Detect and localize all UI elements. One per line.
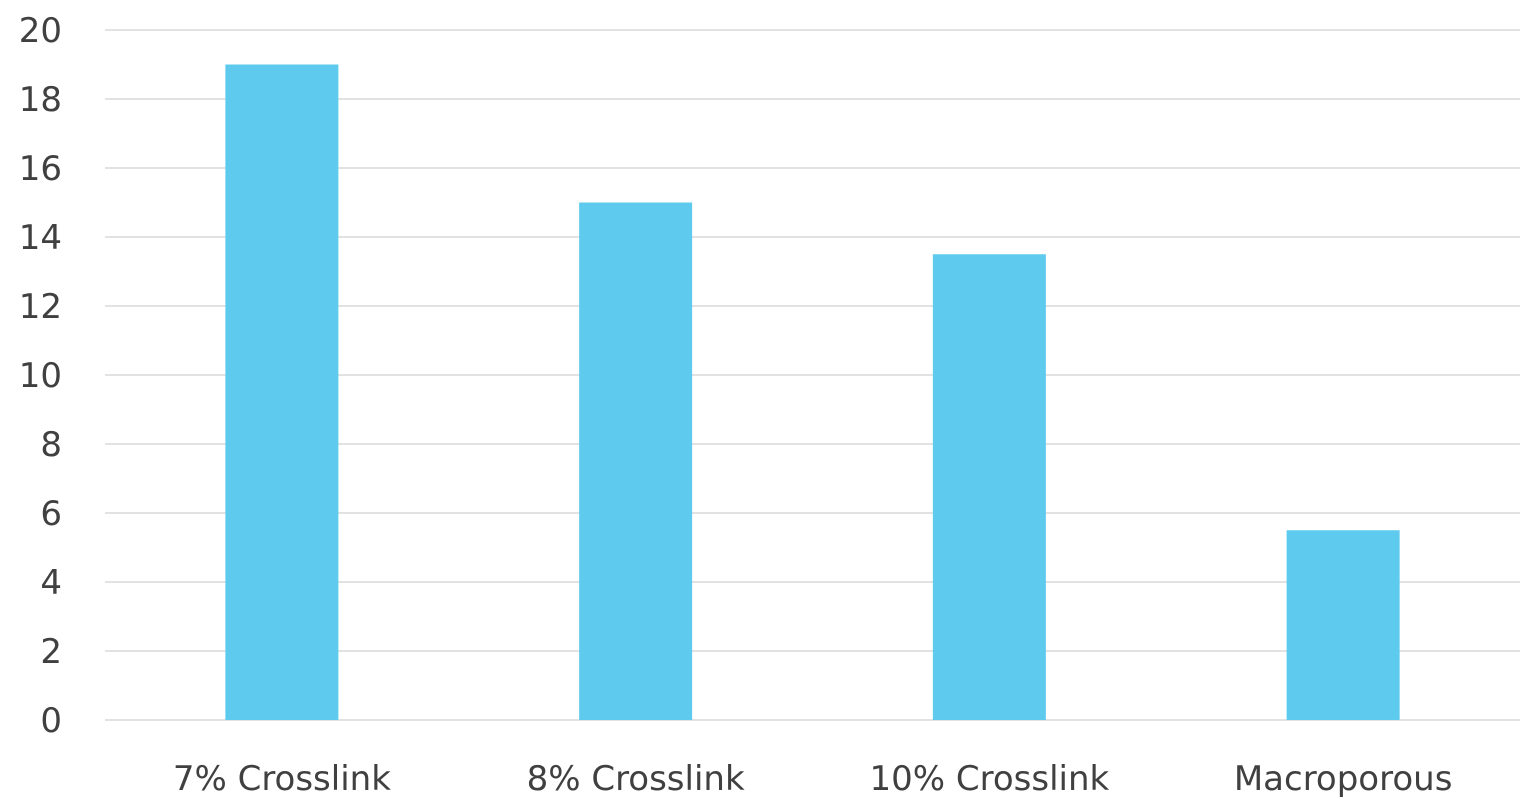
- y-axis-ticks: 0 2 4 6 8 10 12 14 16 18 20: [19, 11, 62, 741]
- x-category-label: 10% Crosslink: [870, 759, 1110, 799]
- y-tick-label: 16: [19, 149, 62, 189]
- y-tick-label: 6: [40, 494, 62, 534]
- bar: [225, 64, 339, 720]
- y-tick-label: 20: [19, 11, 62, 51]
- y-tick-label: 2: [40, 632, 62, 672]
- y-tick-label: 8: [40, 425, 62, 465]
- y-tick-label: 4: [40, 563, 62, 603]
- y-tick-label: 12: [19, 287, 62, 327]
- x-category-label: 8% Crosslink: [527, 759, 745, 799]
- y-tick-label: 14: [19, 218, 62, 258]
- y-tick-label: 18: [19, 80, 62, 120]
- y-tick-label: 0: [40, 701, 62, 741]
- gridlines: [105, 29, 1520, 721]
- x-category-label: Macroporous: [1234, 759, 1453, 799]
- y-tick-label: 10: [19, 356, 62, 396]
- bar: [932, 254, 1046, 720]
- x-axis-categories: 7% Crosslink 8% Crosslink 10% Crosslink Mac…: [173, 759, 1453, 799]
- bars: [225, 64, 1400, 720]
- x-category-label: 7% Crosslink: [173, 759, 391, 799]
- bar: [1286, 530, 1400, 720]
- bar: [579, 202, 693, 720]
